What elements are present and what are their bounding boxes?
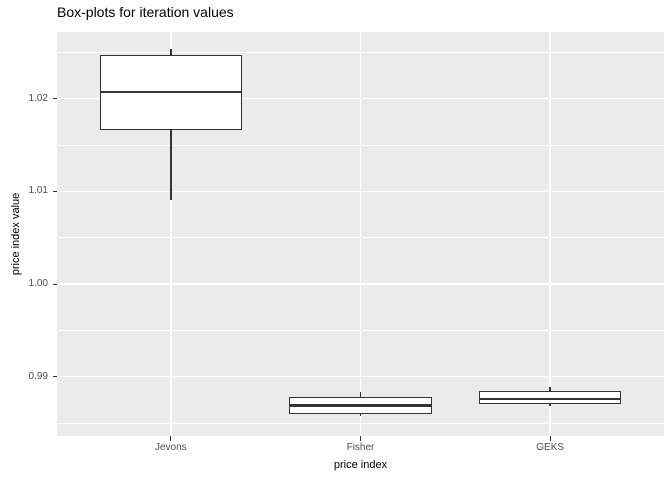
x-axis-tick-mark [549, 436, 551, 441]
gridline-major-vertical [359, 32, 362, 436]
plot-panel [57, 32, 664, 436]
whisker-upper [549, 386, 551, 391]
y-axis-tick-mark [52, 376, 57, 378]
y-axis-tick-label: 0.99 [28, 370, 48, 382]
chart-title: Box-plots for iteration values [57, 4, 234, 20]
gridline-major-vertical [549, 32, 551, 436]
gridline-major-vertical [170, 32, 172, 436]
median-line [479, 397, 622, 401]
box-rect [479, 390, 622, 405]
median-line [289, 404, 432, 407]
x-axis-tick-mark [360, 436, 361, 441]
x-axis-tick-label: Fisher [346, 442, 375, 453]
x-axis-title: price index [333, 459, 388, 471]
median-line [99, 90, 242, 94]
whisker-lower [170, 130, 172, 200]
whisker-lower [549, 404, 551, 407]
y-axis-tick-label: 1.02 [28, 92, 48, 104]
whisker-upper [170, 48, 172, 56]
y-axis-tick-label: 1.01 [28, 185, 48, 197]
x-axis-tick-label: GEKS [536, 442, 565, 453]
y-axis-tick-label: 1.00 [28, 278, 48, 290]
y-axis-tick-mark [52, 98, 57, 100]
y-axis-tick-mark [52, 283, 57, 285]
y-axis-tick-mark [52, 190, 57, 192]
y-axis-title: price index value [10, 192, 22, 276]
x-axis-tick-label: Jevons [154, 442, 187, 453]
x-axis-tick-mark [170, 436, 172, 441]
whisker-upper [359, 392, 362, 398]
whisker-lower [359, 413, 362, 416]
